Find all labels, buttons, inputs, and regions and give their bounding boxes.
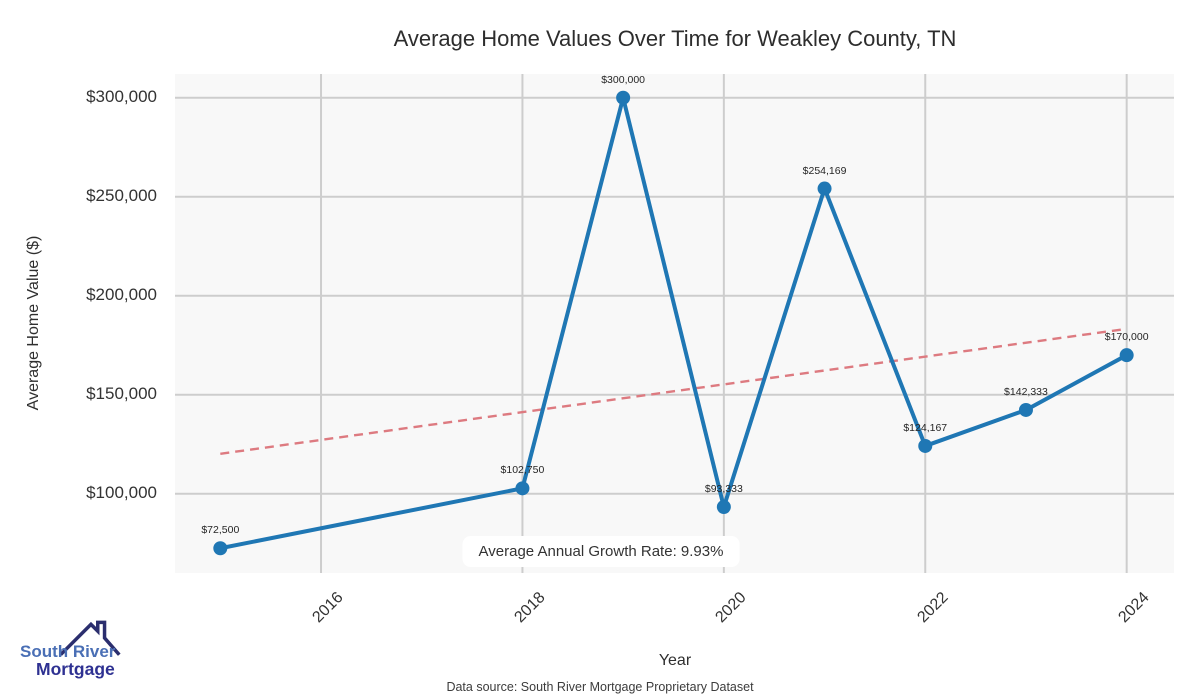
trend-line xyxy=(220,327,1127,455)
data-point-label: $93,333 xyxy=(704,482,743,495)
y-tick-label: $150,000 xyxy=(86,383,157,403)
data-point-label: $300,000 xyxy=(601,73,646,86)
y-tick-label: $100,000 xyxy=(86,482,157,502)
data-point-label: $124,167 xyxy=(903,421,948,434)
data-point-label: $170,000 xyxy=(1104,331,1149,344)
south-river-mortgage-logo: South River Mortgage xyxy=(16,610,146,690)
data-point-marker xyxy=(716,499,731,514)
data-point-marker xyxy=(1119,348,1134,363)
plot-background xyxy=(175,74,1174,573)
logo-text-mortgage: Mortgage xyxy=(36,659,115,679)
data-source-note: Data source: South River Mortgage Propri… xyxy=(446,680,754,694)
data-point-label: $142,333 xyxy=(1004,385,1048,398)
series-line xyxy=(218,95,1129,551)
y-tick-label: $300,000 xyxy=(86,86,157,106)
house-roof-icon xyxy=(59,620,121,656)
data-point-label: $102,750 xyxy=(500,464,545,477)
data-point-label: $72,500 xyxy=(201,524,240,537)
data-point-marker xyxy=(515,481,530,496)
data-point-marker xyxy=(616,90,631,105)
y-tick-label: $200,000 xyxy=(86,284,157,304)
logo-text-south-river: South River xyxy=(20,642,116,661)
data-point-marker xyxy=(213,541,228,556)
chart-title: Average Home Values Over Time for Weakle… xyxy=(393,26,957,51)
y-axis-title: Average Home Value ($) xyxy=(25,235,42,411)
growth-rate-annotation: Average Annual Growth Rate: 9.93% xyxy=(462,536,740,567)
data-point-marker xyxy=(1018,402,1033,417)
x-axis-title: Year xyxy=(658,652,692,669)
data-point-label: $254,169 xyxy=(802,164,847,177)
data-point-marker xyxy=(918,438,933,453)
data-point-marker xyxy=(817,181,832,196)
y-tick-label: $250,000 xyxy=(86,185,157,205)
